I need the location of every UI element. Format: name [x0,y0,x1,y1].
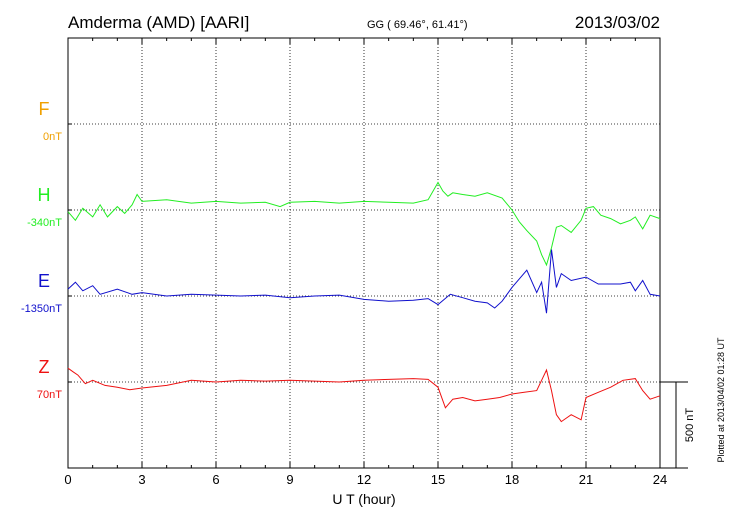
series-layer [67,181,661,423]
scale-bar: 500 nT [660,381,696,469]
scale-bar-label: 500 nT [684,408,696,443]
x-tick-label: 6 [212,472,219,487]
series-name-z: Z [39,357,50,377]
plot-frame [67,37,661,469]
x-tick-label: 21 [579,472,593,487]
plotted-note: Plotted at 2013/04/02 01:28 UT [716,337,726,463]
x-tick-label: 18 [505,472,519,487]
series-labels: F 0nT H -340nT E -1350nT Z 70nT [21,99,62,401]
series-name-f: F [39,99,50,119]
station-coords: GG ( 69.46°, 61.41°) [367,19,468,31]
series-baseline-f: 0nT [43,131,62,143]
series-baseline-z: 70nT [37,389,62,401]
series-name-e: E [38,271,50,291]
series-name-h: H [38,185,51,205]
series-baseline-e: -1350nT [21,303,62,315]
date-label: 2013/03/02 [575,13,660,32]
x-tick-label: 0 [64,472,71,487]
x-tick-label: 9 [286,472,293,487]
series-baseline-h: -340nT [27,217,62,229]
x-tick-label: 24 [653,472,667,487]
x-axis-label: U T (hour) [332,491,395,507]
x-tick-label: 3 [138,472,145,487]
series-line-e [67,249,661,314]
x-ticks: 0 3 6 9 12 15 18 21 24 [64,38,667,487]
grid-lines [68,38,660,468]
series-line-h [67,181,661,267]
station-title: Amderma (AMD) [AARI] [68,13,249,32]
x-tick-label: 15 [431,472,445,487]
series-line-z [67,367,661,423]
x-tick-label: 12 [357,472,371,487]
